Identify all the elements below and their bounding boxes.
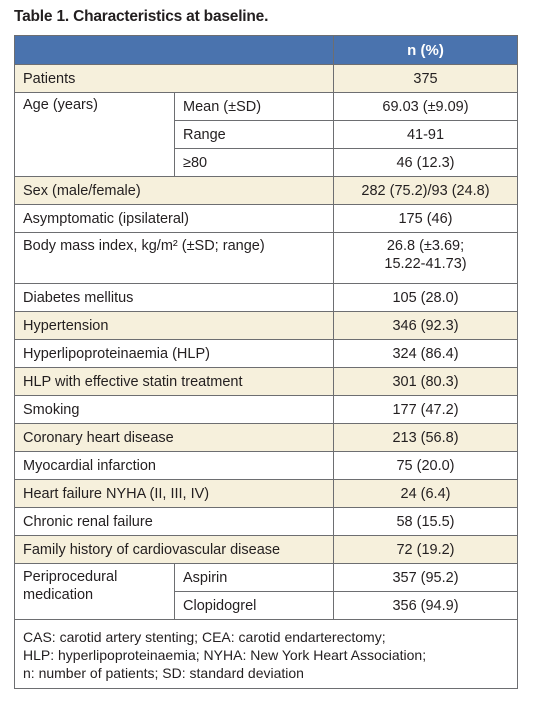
baseline-characteristics-table: n (%) Patients 375 Age (years) Mean (±SD… <box>14 35 518 689</box>
row-value: 301 (80.3) <box>333 367 518 396</box>
table-row: Hyperlipoproteinaemia (HLP) 324 (86.4) <box>14 339 518 368</box>
row-label: Hyperlipoproteinaemia (HLP) <box>14 339 334 368</box>
row-label: HLP with effective statin treatment <box>14 367 334 396</box>
row-value: 75 (20.0) <box>333 451 518 480</box>
table-row: Family history of cardiovascular disease… <box>14 535 518 564</box>
row-value: 46 (12.3) <box>333 148 518 177</box>
footnote-line: n: number of patients; SD: standard devi… <box>23 665 304 681</box>
table-row: Heart failure NYHA (II, III, IV) 24 (6.4… <box>14 479 518 508</box>
row-value: 26.8 (±3.69; 15.22-41.73) <box>333 232 518 284</box>
row-label: Family history of cardiovascular disease <box>14 535 334 564</box>
table-row: Body mass index, kg/m² (±SD; range) 26.8… <box>14 232 518 284</box>
row-value: 346 (92.3) <box>333 311 518 340</box>
table-footnote: CAS: carotid artery stenting; CEA: carot… <box>14 619 518 689</box>
header-n-percent: n (%) <box>333 35 518 65</box>
table-row: Periprocedural medication Aspirin 357 (9… <box>14 563 518 620</box>
table-row: Diabetes mellitus 105 (28.0) <box>14 283 518 312</box>
row-value-line: 15.22-41.73) <box>384 256 467 272</box>
row-value: 105 (28.0) <box>333 283 518 312</box>
table-footnote-row: CAS: carotid artery stenting; CEA: carot… <box>14 619 518 689</box>
table-row: Myocardial infarction 75 (20.0) <box>14 451 518 480</box>
row-label: Asymptomatic (ipsilateral) <box>14 204 334 233</box>
table-row: Clopidogrel 356 (94.9) <box>15 591 518 620</box>
header-blank-cell <box>14 35 334 65</box>
row-value: 357 (95.2) <box>333 563 518 592</box>
table-caption: Table 1. Characteristics at baseline. <box>14 8 269 25</box>
row-value: 375 <box>333 64 518 93</box>
table-row: Smoking 177 (47.2) <box>14 395 518 424</box>
table-row: Sex (male/female) 282 (75.2)/93 (24.8) <box>14 176 518 205</box>
row-label: Body mass index, kg/m² (±SD; range) <box>14 232 334 284</box>
row-value: 282 (75.2)/93 (24.8) <box>333 176 518 205</box>
row-label: Coronary heart disease <box>14 423 334 452</box>
row-label: Smoking <box>14 395 334 424</box>
row-label: Hypertension <box>14 311 334 340</box>
row-value-line: 26.8 (±3.69; <box>386 238 465 254</box>
row-value: 356 (94.9) <box>333 591 518 620</box>
row-label: Chronic renal failure <box>14 507 334 536</box>
table-row: Age (years) Mean (±SD) 69.03 (±9.09) <box>14 92 518 177</box>
row-label: Periprocedural medication <box>14 563 175 620</box>
row-label-line: medication <box>23 587 94 603</box>
row-label: Patients <box>14 64 334 93</box>
row-value: 24 (6.4) <box>333 479 518 508</box>
row-label: Diabetes mellitus <box>14 283 334 312</box>
row-label-line: Periprocedural <box>23 569 118 585</box>
row-sublabel: ≥80 <box>174 148 334 177</box>
table-header-row: n (%) <box>14 35 518 65</box>
footnote-line: HLP: hyperlipoproteinaemia; NYHA: New Yo… <box>23 647 427 663</box>
table-row: Patients 375 <box>14 64 518 93</box>
row-label: Myocardial infarction <box>14 451 334 480</box>
row-sublabel: Clopidogrel <box>174 591 334 620</box>
table-row: HLP with effective statin treatment 301 … <box>14 367 518 396</box>
row-value: 324 (86.4) <box>333 339 518 368</box>
row-value: 213 (56.8) <box>333 423 518 452</box>
footnote-line: CAS: carotid artery stenting; CEA: carot… <box>23 629 386 645</box>
row-value: 41-91 <box>333 120 518 149</box>
row-value: 177 (47.2) <box>333 395 518 424</box>
table-row: Coronary heart disease 213 (56.8) <box>14 423 518 452</box>
table-row: Range 41-91 <box>15 120 518 149</box>
row-sublabel: Aspirin <box>174 563 334 592</box>
row-sublabel: Mean (±SD) <box>174 92 334 121</box>
table-row: Chronic renal failure 58 (15.5) <box>14 507 518 536</box>
row-label: Heart failure NYHA (II, III, IV) <box>14 479 334 508</box>
row-value: 175 (46) <box>333 204 518 233</box>
table-row: Asymptomatic (ipsilateral) 175 (46) <box>14 204 518 233</box>
row-value: 72 (19.2) <box>333 535 518 564</box>
row-value: 69.03 (±9.09) <box>333 92 518 121</box>
row-label: Sex (male/female) <box>14 176 334 205</box>
row-label: Age (years) <box>14 92 175 177</box>
row-sublabel: Range <box>174 120 334 149</box>
table-row: Hypertension 346 (92.3) <box>14 311 518 340</box>
row-value: 58 (15.5) <box>333 507 518 536</box>
